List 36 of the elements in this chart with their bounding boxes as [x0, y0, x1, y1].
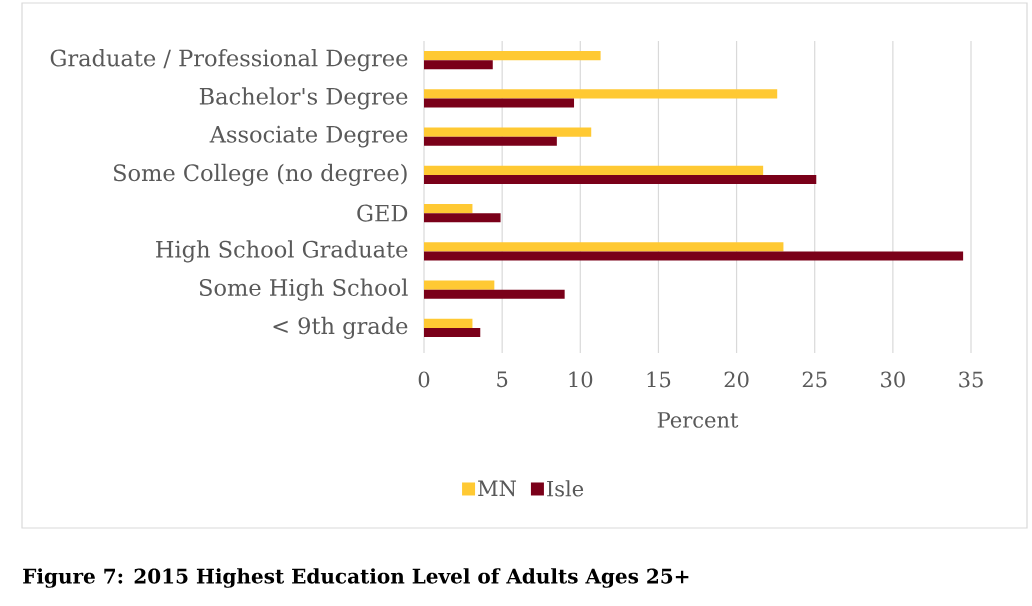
- x-tick-label: 15: [647, 371, 671, 388]
- y-tick-label: Some High School: [199, 278, 408, 301]
- x-tick-label: 5: [497, 371, 508, 388]
- bar: [424, 165, 764, 175]
- y-tick-label: GED: [357, 204, 408, 222]
- y-tick-label: Associate Degree: [209, 125, 408, 148]
- y-tick-label: Graduate / Professional Degree: [50, 49, 408, 72]
- bar: [424, 60, 493, 70]
- y-tick-label: Bachelor's Degree: [199, 87, 408, 110]
- x-tick-label: 30: [881, 371, 905, 388]
- bar: [424, 289, 565, 299]
- bar: [424, 327, 481, 338]
- bar: [424, 242, 784, 252]
- bar: [424, 318, 473, 328]
- bar: [424, 50, 601, 61]
- legend-label: Isle: [547, 480, 584, 497]
- x-tick-label: 10: [569, 371, 593, 388]
- caption: Figure 7: 2015 Highest Education Level of Adults Ages 25+: [23, 568, 689, 588]
- bar: [424, 89, 778, 99]
- x-tick-label: 20: [724, 371, 749, 388]
- bar: [424, 280, 495, 290]
- x-tick-label: 25: [802, 371, 827, 388]
- bar: [424, 251, 964, 261]
- bar: [424, 213, 501, 223]
- y-tick-label: High School Graduate: [156, 240, 408, 263]
- legend-label: MN: [478, 480, 517, 497]
- y-tick-label: Some College (no degree): [114, 163, 407, 186]
- x-tick-label: 35: [959, 371, 983, 388]
- bar: [424, 174, 817, 185]
- bar: [424, 127, 592, 137]
- bar: [424, 98, 575, 108]
- y-tick-label: < 9th grade: [273, 316, 408, 339]
- bar: [424, 203, 473, 214]
- bar: [424, 136, 557, 146]
- x-tick-label: 0: [418, 371, 430, 388]
- x-axis-title: Percent: [657, 412, 739, 428]
